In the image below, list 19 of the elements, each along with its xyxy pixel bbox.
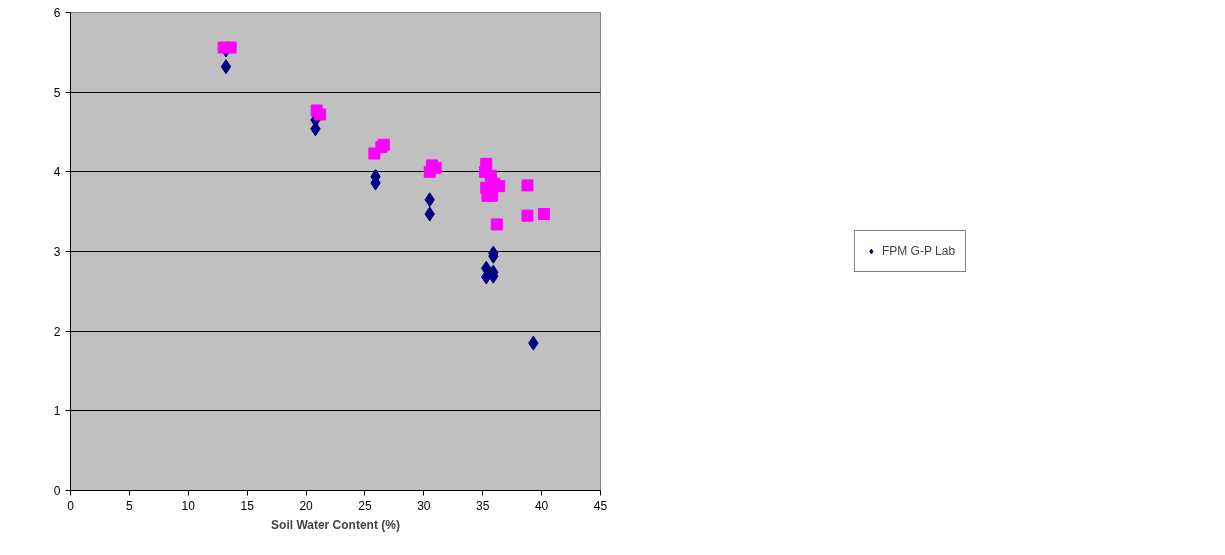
x-tick-label: 20 xyxy=(299,498,314,513)
x-tick-label: 45 xyxy=(593,498,608,513)
y-tick-label: 2 xyxy=(53,324,61,339)
legend-label: FPM G-P Lab xyxy=(881,244,956,258)
y-tick-label: 4 xyxy=(53,165,61,180)
x-tick-label: 40 xyxy=(534,498,549,513)
x-tick-label: 10 xyxy=(181,498,196,513)
x-axis-title: Soil Water Content (%) xyxy=(271,517,400,532)
y-tick-label: 5 xyxy=(53,85,61,100)
x-tick-label: 5 xyxy=(126,498,134,513)
x-tick-label: 15 xyxy=(240,498,255,513)
y-tick-label: 3 xyxy=(53,245,61,259)
x-tick-label: 35 xyxy=(476,498,490,513)
x-tick-label: 25 xyxy=(358,498,372,513)
x-tick-label: 0 xyxy=(67,498,75,513)
y-tick-label: 1 xyxy=(53,404,61,419)
x-tick-label: 30 xyxy=(417,498,431,513)
y-tick-label: 6 xyxy=(53,6,61,20)
y-tick-label: 0 xyxy=(53,484,61,498)
